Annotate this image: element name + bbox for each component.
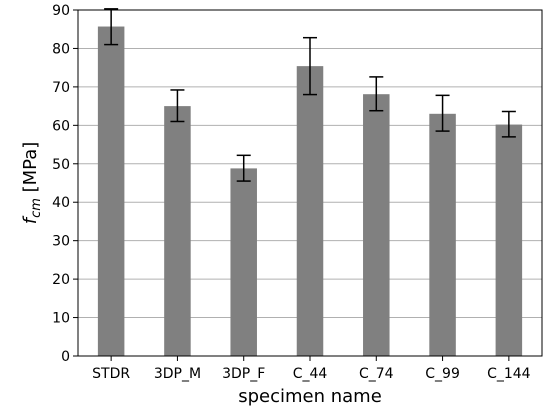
y-tick-label: 50	[52, 157, 70, 173]
bar-c-99	[429, 113, 456, 356]
x-axis-label: specimen name	[238, 386, 382, 407]
y-tick-label: 30	[52, 234, 70, 250]
bar-stdr	[97, 26, 125, 357]
y-axis-label-sub: cm	[29, 198, 44, 218]
bar-c-74	[363, 94, 390, 357]
x-tick-label: C_74	[359, 366, 394, 382]
x-tick-label: C_44	[293, 366, 328, 382]
y-tick-label: 90	[52, 3, 70, 19]
errorbar-3dp-f	[236, 154, 251, 182]
x-tick-label: C_99	[425, 366, 460, 382]
errorbar-3dp-m	[170, 89, 185, 123]
x-tick-label: 3DP_F	[222, 366, 265, 382]
y-ticks: 0 10 20 30 40 50 60 70 80 90	[52, 3, 78, 365]
bars	[97, 26, 523, 357]
y-tick-label: 70	[52, 80, 70, 96]
errorbar-c-99	[435, 94, 450, 132]
y-tick-label: 40	[52, 195, 70, 211]
x-tick-label: C_144	[487, 366, 531, 382]
bar-3dp-m	[164, 106, 191, 356]
errorbar-c-74	[369, 76, 384, 112]
error-bars	[104, 8, 516, 182]
y-tick-label: 10	[52, 311, 70, 327]
x-tick-label: STDR	[92, 366, 130, 382]
errorbar-stdr	[104, 8, 119, 46]
y-tick-label: 80	[52, 41, 70, 57]
errorbar-c-144	[501, 110, 516, 138]
y-tick-label: 60	[52, 118, 70, 134]
y-axis-label: fcm [MPa]	[20, 142, 44, 225]
y-tick-label: 0	[61, 349, 70, 365]
x-ticks: STDR 3DP_M 3DP_F C_44 C_74 C_99 C_144	[92, 356, 531, 382]
y-axis-label-unit: [MPa]	[20, 142, 41, 198]
bar-c-44	[296, 66, 324, 356]
y-axis-label-main: f	[20, 215, 41, 224]
errorbar-c-44	[303, 36, 317, 96]
bar-3dp-f	[230, 168, 257, 356]
bar-c-144	[495, 124, 523, 356]
y-tick-label: 20	[52, 272, 70, 288]
x-tick-label: 3DP_M	[154, 366, 201, 382]
